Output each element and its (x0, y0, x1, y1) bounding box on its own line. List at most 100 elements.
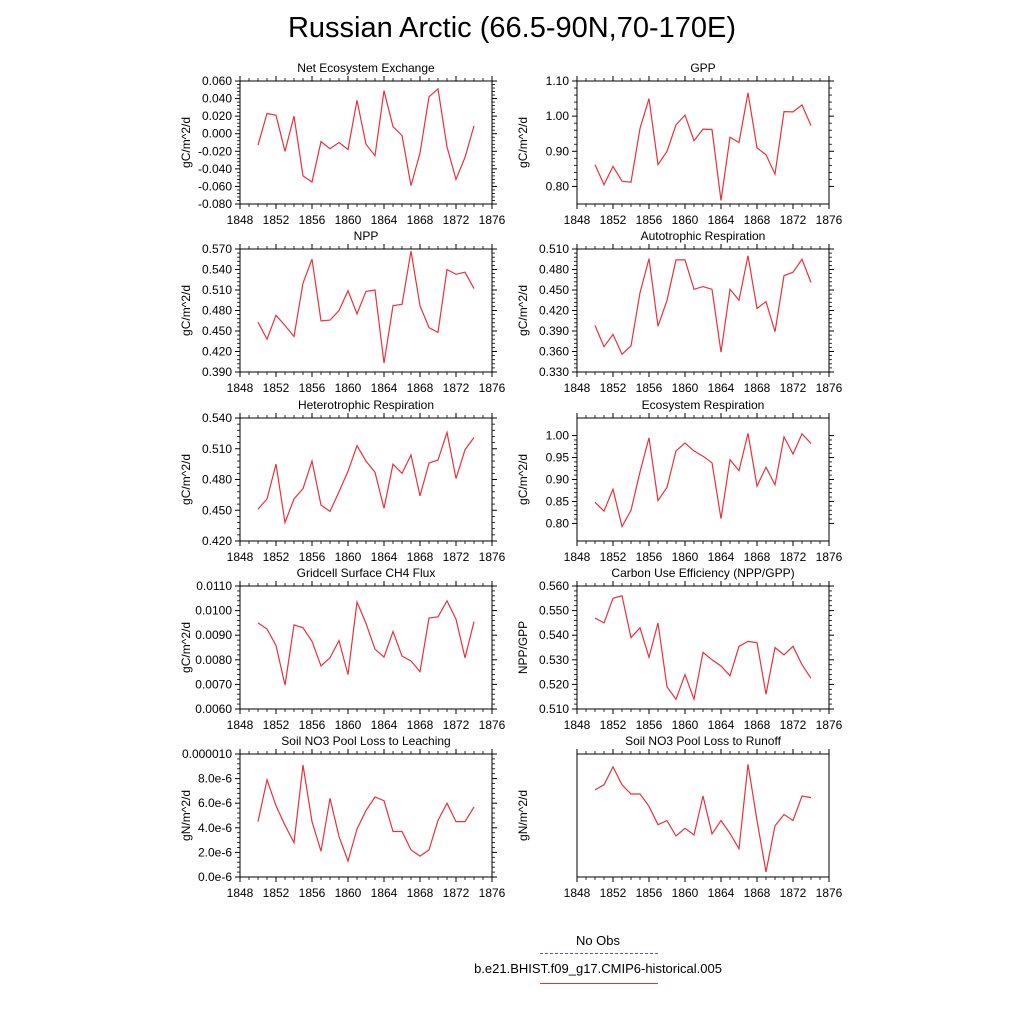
y-tick-label: 4.0e-6 (198, 821, 232, 835)
x-tick-label: 1860 (672, 550, 699, 564)
y-tick-label: 0.450 (202, 503, 232, 517)
y-tick-label: 0.510 (202, 442, 232, 456)
x-tick-label: 1848 (227, 886, 254, 900)
plot-frame (239, 585, 493, 710)
x-tick-label: 1852 (263, 718, 290, 732)
x-tick-label: 1868 (744, 213, 771, 227)
chart-title: GPP (690, 61, 715, 75)
y-tick-label: 0.450 (539, 283, 569, 297)
x-tick-label: 1876 (816, 213, 843, 227)
series-line-1 (257, 251, 475, 364)
plot-frame (576, 248, 830, 373)
y-tick-label: 0.510 (202, 283, 232, 297)
x-tick-label: 1876 (479, 886, 506, 900)
x-tick-label: 1864 (371, 718, 398, 732)
x-tick-label: 1852 (600, 886, 627, 900)
y-tick-label: 0.540 (539, 628, 569, 642)
y-tick-label: 0.020 (202, 109, 232, 123)
series-line-1 (257, 765, 475, 863)
y-tick-label: 0.480 (202, 304, 232, 318)
series-line-1 (594, 432, 812, 529)
x-tick-label: 1868 (407, 381, 434, 395)
y-tick-label: 0.510 (539, 242, 569, 256)
x-tick-label: 1860 (335, 886, 362, 900)
plot-frame (576, 753, 830, 878)
x-tick-label: 1852 (263, 213, 290, 227)
legend-line-model (540, 983, 658, 984)
x-tick-label: 1868 (407, 718, 434, 732)
chart-panel-7: Gridcell Surface CH4 Flux 0.0110 0.0100 0.0… (179, 566, 506, 732)
plot-frame (239, 753, 493, 878)
y-tick-label: 0.390 (202, 365, 232, 379)
x-tick-label: 1852 (263, 381, 290, 395)
chart-panel-8: Carbon Use Efficiency (NPP/GPP) 0.560 0.55… (516, 566, 843, 732)
y-tick-label: 0.540 (202, 263, 232, 277)
y-tick-label: 0.0110 (196, 579, 232, 593)
chart-title: Net Ecosystem Exchange (297, 61, 435, 75)
y-tick-label: -0.020 (198, 144, 232, 158)
chart-panel-2: GPP 1.10 1.00 0.90 0.80 1848 1852 1856 1860 1864 1… (516, 61, 843, 227)
x-tick-label: 1876 (816, 718, 843, 732)
y-tick-label: 0.80 (546, 179, 570, 193)
x-tick-label: 1872 (780, 550, 807, 564)
x-tick-label: 1856 (636, 718, 663, 732)
x-tick-label: 1856 (636, 550, 663, 564)
y-axis-label: gC/m^2/d (179, 454, 193, 505)
x-tick-label: 1848 (564, 381, 591, 395)
x-tick-label: 1860 (335, 718, 362, 732)
y-tick-label: 0.480 (202, 473, 232, 487)
y-tick-label: 0.0090 (195, 628, 232, 642)
x-tick-label: 1856 (636, 381, 663, 395)
x-tick-label: 1876 (479, 381, 506, 395)
y-tick-label: 1.00 (546, 429, 570, 443)
y-tick-label: 0.90 (546, 144, 570, 158)
x-tick-label: 1852 (600, 550, 627, 564)
x-tick-label: 1872 (780, 886, 807, 900)
x-tick-label: 1856 (299, 718, 326, 732)
series-line-1 (594, 92, 812, 201)
x-tick-label: 1852 (600, 381, 627, 395)
x-tick-label: 1856 (299, 550, 326, 564)
y-axis-label: gC/m^2/d (179, 285, 193, 336)
x-tick-label: 1860 (335, 381, 362, 395)
x-tick-label: 1876 (816, 381, 843, 395)
y-tick-label: 0.390 (539, 324, 569, 338)
x-tick-label: 1848 (564, 213, 591, 227)
y-axis-label: gC/m^2/d (179, 622, 193, 673)
x-tick-label: 1876 (479, 213, 506, 227)
y-tick-label: 0.420 (539, 304, 569, 318)
chart-panel-4: Autotrophic Respiration 0.510 0.480 0.450 0.… (516, 229, 843, 395)
y-tick-label: 1.10 (546, 74, 570, 88)
x-tick-label: 1872 (780, 718, 807, 732)
y-tick-label: 0.510 (539, 702, 569, 716)
y-tick-label: 0.0100 (195, 604, 232, 618)
series-line-1 (257, 430, 475, 525)
x-tick-label: 1864 (371, 381, 398, 395)
chart-title: Soil NO3 Pool Loss to Runoff (625, 734, 782, 748)
y-tick-label: 0.85 (546, 494, 570, 508)
x-tick-label: 1860 (672, 213, 699, 227)
x-tick-label: 1864 (708, 718, 735, 732)
series-line-1 (594, 764, 812, 873)
y-tick-label: 0.040 (202, 92, 232, 106)
legend-label-model: b.e21.BHIST.f09_g17.CMIP6-historical.005 (474, 961, 722, 976)
y-tick-label: 0.570 (202, 242, 232, 256)
y-axis-label: gC/m^2/d (516, 285, 530, 336)
x-tick-label: 1860 (672, 718, 699, 732)
x-tick-label: 1872 (780, 213, 807, 227)
x-tick-label: 1860 (672, 381, 699, 395)
y-tick-label: 0.420 (202, 534, 232, 548)
y-tick-label: 0.480 (539, 263, 569, 277)
y-tick-label: -0.080 (198, 197, 232, 211)
x-tick-label: 1872 (443, 718, 470, 732)
y-tick-label: 0.450 (202, 324, 232, 338)
chart-panel-1: Net Ecosystem Exchange 0.060 0.040 0.020 0.0… (179, 61, 506, 227)
legend-line-obs (540, 953, 658, 954)
y-tick-label: 0.330 (539, 365, 569, 379)
chart-panel-5: Heterotrophic Respiration 0.540 0.510 0.480… (179, 398, 506, 564)
y-tick-label: 0.520 (539, 677, 569, 691)
y-tick-label: 6.0e-6 (198, 796, 232, 810)
x-tick-label: 1868 (744, 718, 771, 732)
chart-panel-6: Ecosystem Respiration 1.00 0.95 0.90 0.85 0.8… (516, 398, 843, 564)
x-tick-label: 1868 (744, 550, 771, 564)
